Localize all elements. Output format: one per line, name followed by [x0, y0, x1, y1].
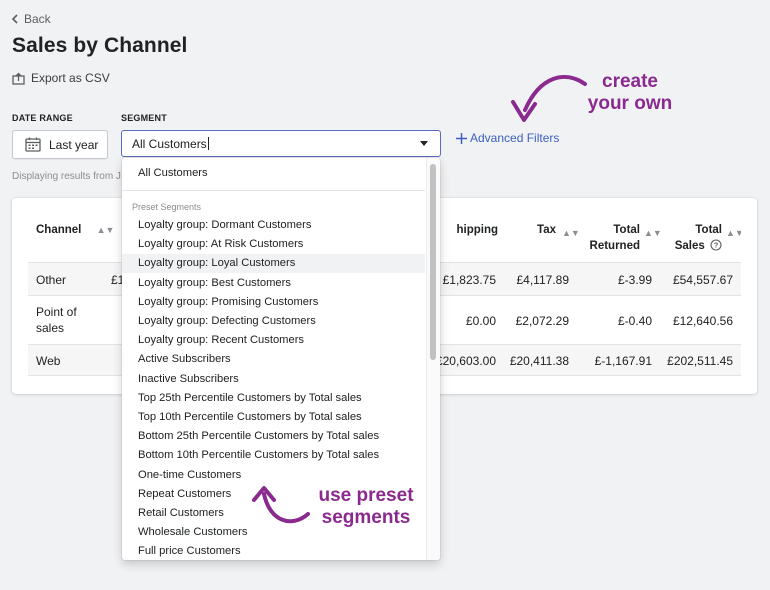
scrollbar-thumb[interactable] — [430, 164, 436, 360]
annotation-preset-line2: segments — [321, 507, 411, 528]
dropdown-option[interactable]: Repeat Customers — [138, 487, 232, 500]
dropdown-option[interactable]: Inactive Subscribers — [138, 372, 239, 385]
calendar-icon — [25, 137, 41, 152]
cell-sales: £202,511.45 — [667, 354, 733, 368]
curved-arrow-icon — [252, 486, 310, 524]
dropdown-option[interactable]: Loyalty group: Defecting Customers — [138, 315, 316, 327]
segment-dropdown-list[interactable]: All Customers Preset Segments Loyalty gr… — [122, 158, 440, 560]
column-header-shipping[interactable]: hipping — [438, 222, 498, 238]
column-header-total-returned[interactable]: Total Returned — [574, 222, 640, 254]
segment-value: All Customers — [132, 136, 207, 151]
tax-header-label: Tax — [537, 224, 556, 236]
dropdown-option[interactable]: Bottom 10th Percentile Customers by Tota… — [138, 449, 380, 462]
date-range-value: Last year — [49, 137, 99, 152]
page-title: Sales by Channel — [12, 34, 188, 57]
dropdown-group-label: Preset Segments — [132, 202, 202, 212]
dropdown-option[interactable]: Loyalty group: Best Customers — [138, 276, 291, 289]
segment-label: SEGMENT — [121, 113, 167, 123]
chevron-left-icon — [11, 14, 18, 24]
column-header-channel[interactable]: Channel ▲▼ — [36, 222, 114, 238]
cell-channel: Point of sales — [36, 304, 77, 336]
dropdown-option[interactable]: Loyalty group: Promising Customers — [138, 295, 319, 308]
cell-channel: Other — [36, 273, 67, 287]
dropdown-option[interactable]: One-time Customers — [138, 468, 242, 481]
dropdown-option[interactable]: Top 25th Percentile Customers by Total s… — [138, 391, 362, 404]
displaying-results-text: Displaying results from J — [12, 171, 121, 182]
cell-tax: £20,411.38 — [509, 354, 569, 368]
dropdown-option[interactable]: Wholesale Customers — [138, 526, 248, 539]
back-link[interactable]: Back — [11, 12, 51, 26]
column-header-total-sales[interactable]: Total Sales ? — [656, 222, 722, 254]
annotation-create: create your own — [580, 71, 680, 115]
dropdown-scrollbar[interactable] — [426, 158, 440, 560]
dropdown-option[interactable]: Top 10th Percentile Customers by Total s… — [138, 411, 362, 423]
text-caret — [207, 137, 209, 150]
dropdown-option[interactable]: Loyalty group: Recent Customers — [138, 334, 305, 347]
dropdown-arrow-icon — [420, 141, 428, 146]
total-sales-header-line1: Total — [695, 224, 722, 236]
dropdown-option[interactable]: Loyalty group: At Risk Customers — [138, 238, 304, 251]
dropdown-option[interactable]: Loyalty group: Dormant Customers — [138, 219, 312, 231]
segment-select[interactable]: All Customers — [121, 130, 441, 157]
total-returned-header-line2: Returned — [589, 240, 640, 252]
export-icon — [12, 72, 25, 85]
dropdown-option[interactable]: Full price Customers — [138, 545, 241, 558]
annotation-create-line2: your own — [587, 93, 673, 114]
dropdown-option[interactable]: Active Subscribers — [138, 353, 231, 366]
curved-arrow-icon — [511, 75, 587, 122]
sort-icon: ▲▼ — [562, 228, 580, 238]
cell-returned: £-3.99 — [617, 273, 652, 287]
cell-channel-line2: sales — [36, 321, 65, 335]
dropdown-option[interactable]: Retail Customers — [138, 507, 224, 519]
cell-returned: £-1,167.91 — [594, 354, 652, 368]
shipping-header-label: hipping — [456, 224, 498, 236]
cell-sales: £54,557.67 — [672, 273, 733, 287]
svg-text:?: ? — [714, 241, 719, 250]
cell-channel-line1: Point of — [36, 305, 77, 319]
dropdown-option-all-customers[interactable]: All Customers — [138, 167, 208, 179]
export-label: Export as CSV — [31, 71, 110, 85]
cell-sales: £12,640.56 — [672, 314, 733, 328]
help-icon[interactable]: ? — [710, 239, 722, 251]
dropdown-option[interactable]: Loyalty group: Loyal Customers — [122, 254, 425, 274]
annotation-preset-line1: use preset — [318, 485, 414, 506]
date-range-button[interactable]: Last year — [12, 130, 108, 159]
date-range-label: DATE RANGE — [12, 113, 73, 123]
back-label: Back — [24, 12, 51, 26]
cell-tax: £2,072.29 — [515, 314, 569, 328]
advanced-filters-label: Advanced Filters — [470, 131, 560, 145]
plus-icon — [456, 132, 467, 144]
cell-returned: £-0.40 — [617, 314, 652, 328]
sort-icon: ▲▼ — [96, 225, 115, 235]
cell-partial: £1 — [111, 273, 125, 287]
sort-icon: ▲▼ — [726, 228, 741, 238]
cell-tax: £4,117.89 — [516, 273, 570, 287]
sort-icon: ▲▼ — [644, 228, 662, 238]
total-returned-header-line1: Total — [613, 224, 640, 236]
cell-channel: Web — [36, 354, 61, 368]
advanced-filters-link[interactable]: Advanced Filters — [455, 131, 559, 145]
cell-shipping: £0.00 — [465, 314, 496, 328]
cell-shipping: £20,603.00 — [435, 354, 496, 368]
total-sales-header-line2: Sales — [674, 240, 705, 252]
export-csv-button[interactable]: Export as CSV — [12, 71, 110, 85]
annotation-preset: use preset segments — [312, 485, 420, 529]
annotation-create-line1: create — [602, 71, 658, 92]
channel-header-label: Channel — [36, 224, 82, 236]
dropdown-option[interactable]: Bottom 25th Percentile Customers by Tota… — [138, 430, 380, 443]
column-header-tax[interactable]: Tax — [508, 222, 556, 238]
dropdown-divider — [122, 190, 425, 191]
cell-shipping: £1,823.75 — [442, 273, 496, 287]
total-sales-header-line2-wrap: Sales ? — [656, 238, 722, 254]
